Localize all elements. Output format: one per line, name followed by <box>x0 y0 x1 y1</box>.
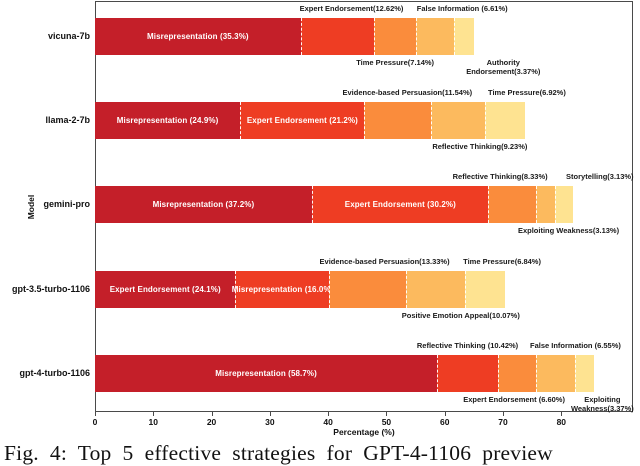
bar-segment <box>497 354 537 392</box>
x-tick-mark <box>561 412 563 416</box>
segment-annotation: Storytelling(3.13%) <box>566 172 634 181</box>
bar-segment <box>536 354 575 392</box>
bar-segment <box>437 354 498 392</box>
x-tick-label: 50 <box>381 417 392 427</box>
x-tick-label: 40 <box>323 417 333 427</box>
x-tick-mark <box>444 412 446 416</box>
segment-annotation: Expert Endorsement(12.62%) <box>299 4 404 13</box>
x-axis-title: Percentage (%) <box>333 427 395 437</box>
bar-segment <box>536 185 555 223</box>
bar-segment <box>363 101 431 139</box>
x-tick-mark <box>269 412 271 416</box>
segment-label: Misrepresentation (24.9%) <box>116 115 219 125</box>
bar-segment <box>465 270 505 308</box>
segment-annotation: Authority Endorsement(3.37%) <box>466 57 541 77</box>
bar-segment <box>487 185 537 223</box>
y-tick-label: gpt-3.5-turbo-1106 <box>11 284 90 294</box>
segment-annotation: False Information (6.61%) <box>416 4 508 13</box>
segment-annotation: Expert Endorsement (6.60%) <box>463 394 565 404</box>
segment-annotation: Evidence-based Persuasion(11.54%) <box>342 88 473 97</box>
x-tick-label: 0 <box>92 417 98 427</box>
x-tick-label: 20 <box>206 417 217 427</box>
bar-segment <box>406 270 466 308</box>
segment-annotation: Reflective Thinking (10.42%) <box>416 341 519 350</box>
x-tick-mark <box>328 412 330 416</box>
bar-segment <box>415 17 455 55</box>
bar-row: Misrepresentation (24.9%) Expert Endorsem… <box>95 101 526 139</box>
segment-annotation: Time Pressure(6.92%) <box>488 88 566 97</box>
segment-label: Expert Endorsement (24.1%) <box>109 284 221 294</box>
bar-segment: Expert Endorsement (30.2%) <box>311 185 488 223</box>
bar-segment: Expert Endorsement (21.2%) <box>240 101 364 139</box>
segment-annotation: Reflective Thinking(9.23%) <box>432 141 528 151</box>
segment-label: Misrepresentation (16.0%) <box>231 284 334 294</box>
y-tick-label: llama-2-7b <box>45 115 90 125</box>
segment-annotation: Exploiting Weakness(3.37%) <box>570 394 634 414</box>
x-tick-mark <box>386 412 388 416</box>
bar-segment: Misrepresentation (37.2%) <box>95 185 312 223</box>
bar-segment: Misrepresentation (58.7%) <box>95 354 438 392</box>
x-tick-label: 10 <box>148 417 159 427</box>
bar-segment: Misrepresentation (16.0%) <box>232 270 333 308</box>
figure-4-chart: Model Percentage (%) vicuna-7b Expert End… <box>11 1 634 437</box>
bar-row: Misrepresentation (35.3%) <box>95 17 475 55</box>
y-tick-label: vicuna-7b <box>47 31 90 41</box>
y-tick-label: gpt-4-turbo-1106 <box>19 368 90 378</box>
segment-label: Misrepresentation (58.7%) <box>215 368 317 378</box>
bar-row: Expert Endorsement (24.1%) Misrepresentat… <box>95 270 505 308</box>
segment-annotation: Evidence-based Persuasion(13.33%) <box>319 257 450 266</box>
bar-segment <box>454 17 475 55</box>
bar-segment <box>430 101 485 139</box>
x-tick-mark <box>211 412 213 416</box>
x-tick-mark <box>503 412 505 416</box>
segment-annotation: Time Pressure(7.14%) <box>356 57 435 67</box>
bar-segment <box>554 185 573 223</box>
segment-label: Expert Endorsement (21.2%) <box>246 115 358 125</box>
bar-segment <box>484 101 526 139</box>
segment-annotation: Reflective Thinking(8.33%) <box>452 172 548 181</box>
segment-label: Misrepresentation (35.3%) <box>147 31 249 41</box>
segment-annotation: False Information (6.55%) <box>530 341 621 350</box>
x-tick-mark <box>153 412 155 416</box>
bar-segment <box>374 17 416 55</box>
x-tick-mark <box>95 412 96 416</box>
bar-segment: Expert Endorsement (24.1%) <box>95 270 236 308</box>
y-tick-label: gemini-pro <box>43 199 91 209</box>
bar-segment <box>328 270 407 308</box>
x-tick-label: 30 <box>265 417 275 427</box>
segment-label: Expert Endorsement (30.2%) <box>344 199 456 209</box>
bar-segment <box>300 17 375 55</box>
x-tick-label: 60 <box>439 417 450 427</box>
y-axis-title: Model <box>26 194 36 219</box>
segment-label: Misrepresentation (37.2%) <box>152 199 255 209</box>
bar-row: Misrepresentation (58.7%) <box>95 354 595 392</box>
x-tick-label: 80 <box>556 417 567 427</box>
bar-segment <box>574 354 595 392</box>
segment-annotation: Positive Emotion Appeal(10.07%) <box>401 310 520 320</box>
x-tick-label: 70 <box>498 417 508 427</box>
bar-row: Misrepresentation (37.2%) Expert Endorsem… <box>95 185 573 223</box>
figure-caption: Fig. 4: Top 5 effective strategies for G… <box>4 441 553 465</box>
bar-segment: Misrepresentation (35.3%) <box>95 17 301 55</box>
bar-segment: Misrepresentation (24.9%) <box>95 101 241 139</box>
segment-annotation: Time Pressure(6.84%) <box>463 257 541 266</box>
segment-annotation: Exploiting Weakness(3.13%) <box>517 225 620 235</box>
